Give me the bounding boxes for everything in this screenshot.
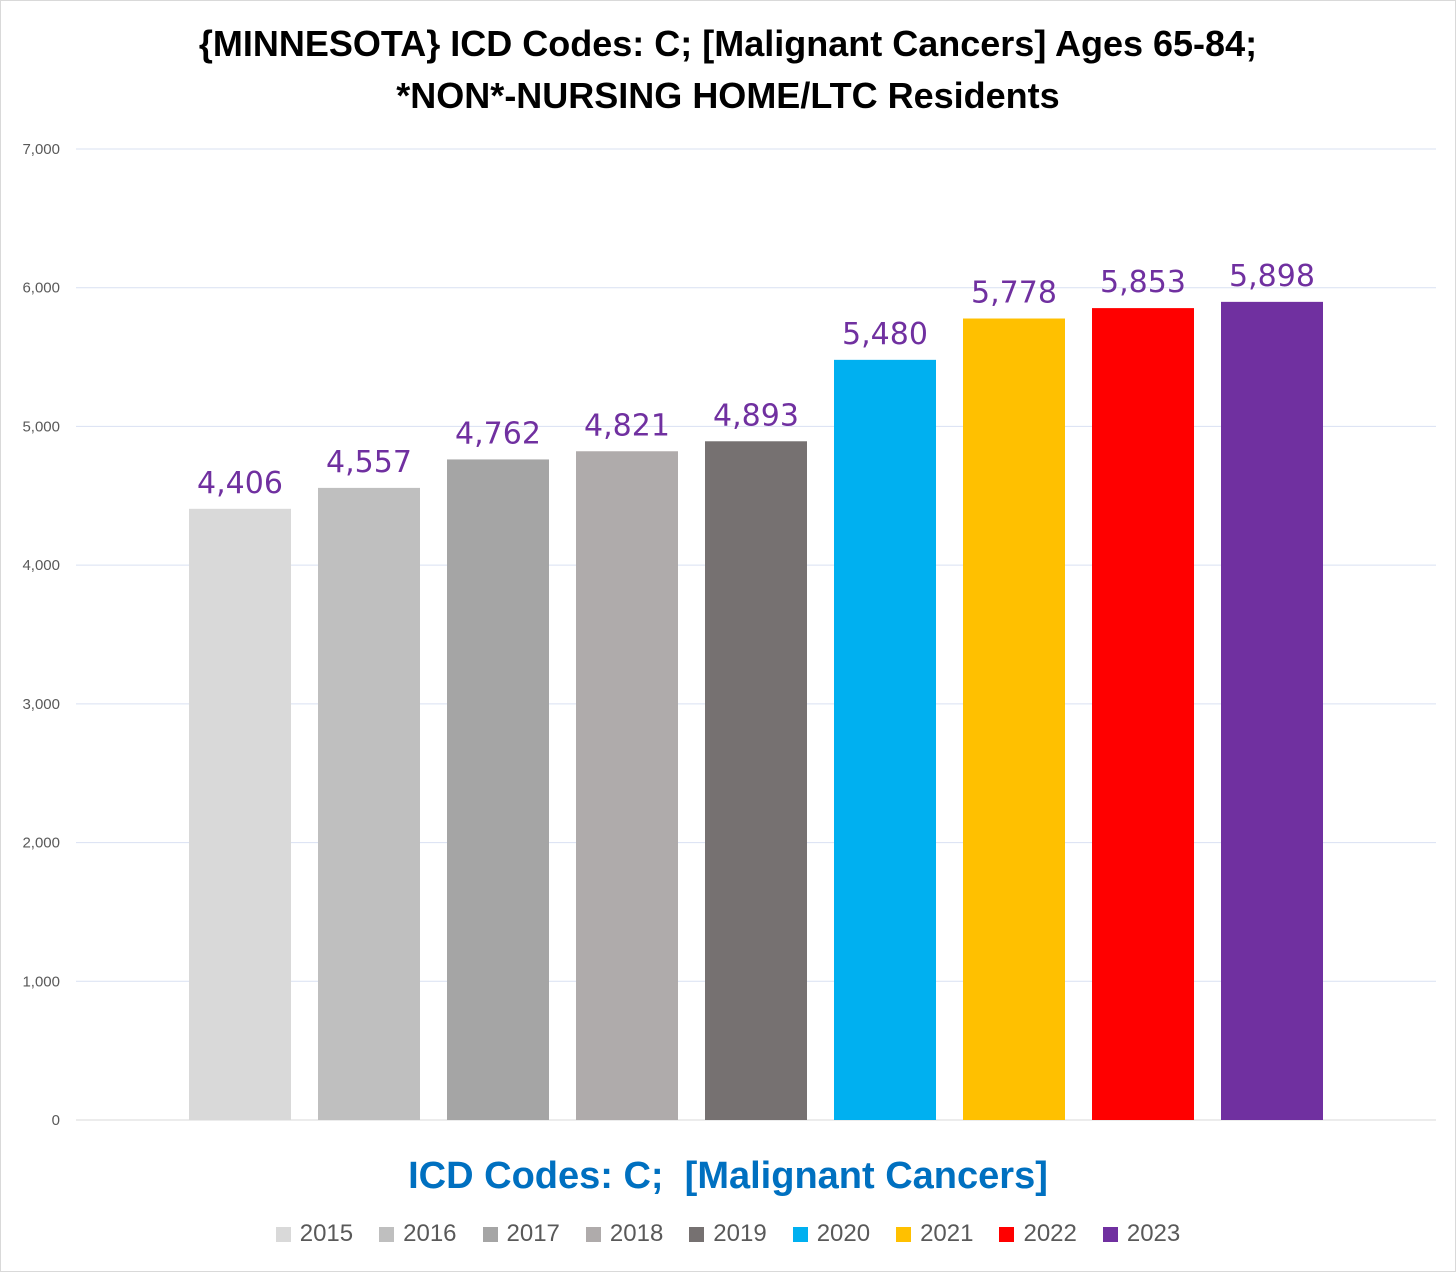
legend-swatch [379,1226,395,1242]
data-label-2016: 4,557 [326,445,412,480]
legend-label: 2015 [299,1220,354,1247]
data-label-2021: 5,778 [971,276,1057,311]
legend-item-2018: 2018 [585,1220,664,1248]
y-tick-label: 7,000 [22,141,60,158]
bar-2023 [1221,301,1323,1120]
data-label-2020: 5,480 [842,317,928,352]
x-axis-label: ICD Codes: C; [Malignant Cancers] [408,1155,1048,1197]
y-tick-label: 1,000 [22,973,60,990]
y-tick-label: 0 [52,1112,60,1129]
bar-2017 [447,459,549,1120]
chart-title-line-2: *NON*-NURSING HOME/LTC Residents [396,75,1060,116]
bar-2015 [189,508,291,1121]
y-tick-label: 2,000 [22,835,60,852]
legend-label: 2019 [713,1220,767,1247]
legend-swatch [482,1226,498,1242]
legend-label: 2020 [816,1220,871,1247]
legend-item-2016: 2016 [379,1220,457,1248]
legend-label: 2016 [403,1220,457,1247]
y-tick-label: 4,000 [22,557,60,574]
legend-item-2023: 2023 [1102,1220,1181,1248]
legend-label: 2018 [609,1220,664,1247]
data-label-2023: 5,898 [1229,259,1315,294]
legend-swatch [689,1226,705,1242]
bar-2022 [1092,308,1194,1120]
legend-item-2021: 2021 [896,1220,973,1248]
y-tick-label: 3,000 [22,696,60,713]
data-label-2018: 4,821 [584,408,670,443]
bar-2018 [576,451,678,1120]
data-label-2017: 4,762 [455,416,541,451]
legend: 2015 2016 2017 2018 2019 2020 2021 2022 2023 [0,1220,1456,1248]
bar-2016 [318,487,420,1120]
legend-label: 2021 [920,1220,974,1247]
data-label-2022: 5,853 [1100,265,1186,300]
legend-item-2022: 2022 [999,1220,1077,1248]
legend-item-2017: 2017 [482,1220,560,1248]
bar-2019 [705,441,807,1120]
bar-2021 [963,318,1065,1120]
chart-title-line-1: {MINNESOTA} ICD Codes: C; [Malignant Can… [198,23,1258,64]
chart-title: {MINNESOTA} ICD Codes: C; [Malignant Can… [0,18,1456,122]
legend-swatch [275,1226,291,1242]
legend-label: 2022 [1023,1220,1077,1247]
legend-swatch [1102,1226,1118,1242]
legend-swatch [896,1226,912,1242]
legend-swatch [999,1226,1015,1242]
legend-label: 2017 [506,1220,560,1247]
data-label-2015: 4,406 [197,466,283,501]
y-tick-label: 5,000 [22,418,60,435]
data-label-2019: 4,893 [713,398,799,433]
legend-item-2020: 2020 [792,1220,871,1248]
legend-label: 2023 [1126,1220,1181,1247]
bar-2020 [834,359,936,1120]
legend-item-2015: 2015 [275,1220,354,1248]
legend-swatch [585,1226,601,1242]
y-tick-label: 6,000 [22,280,60,297]
legend-item-2019: 2019 [689,1220,767,1248]
legend-swatch [792,1226,808,1242]
